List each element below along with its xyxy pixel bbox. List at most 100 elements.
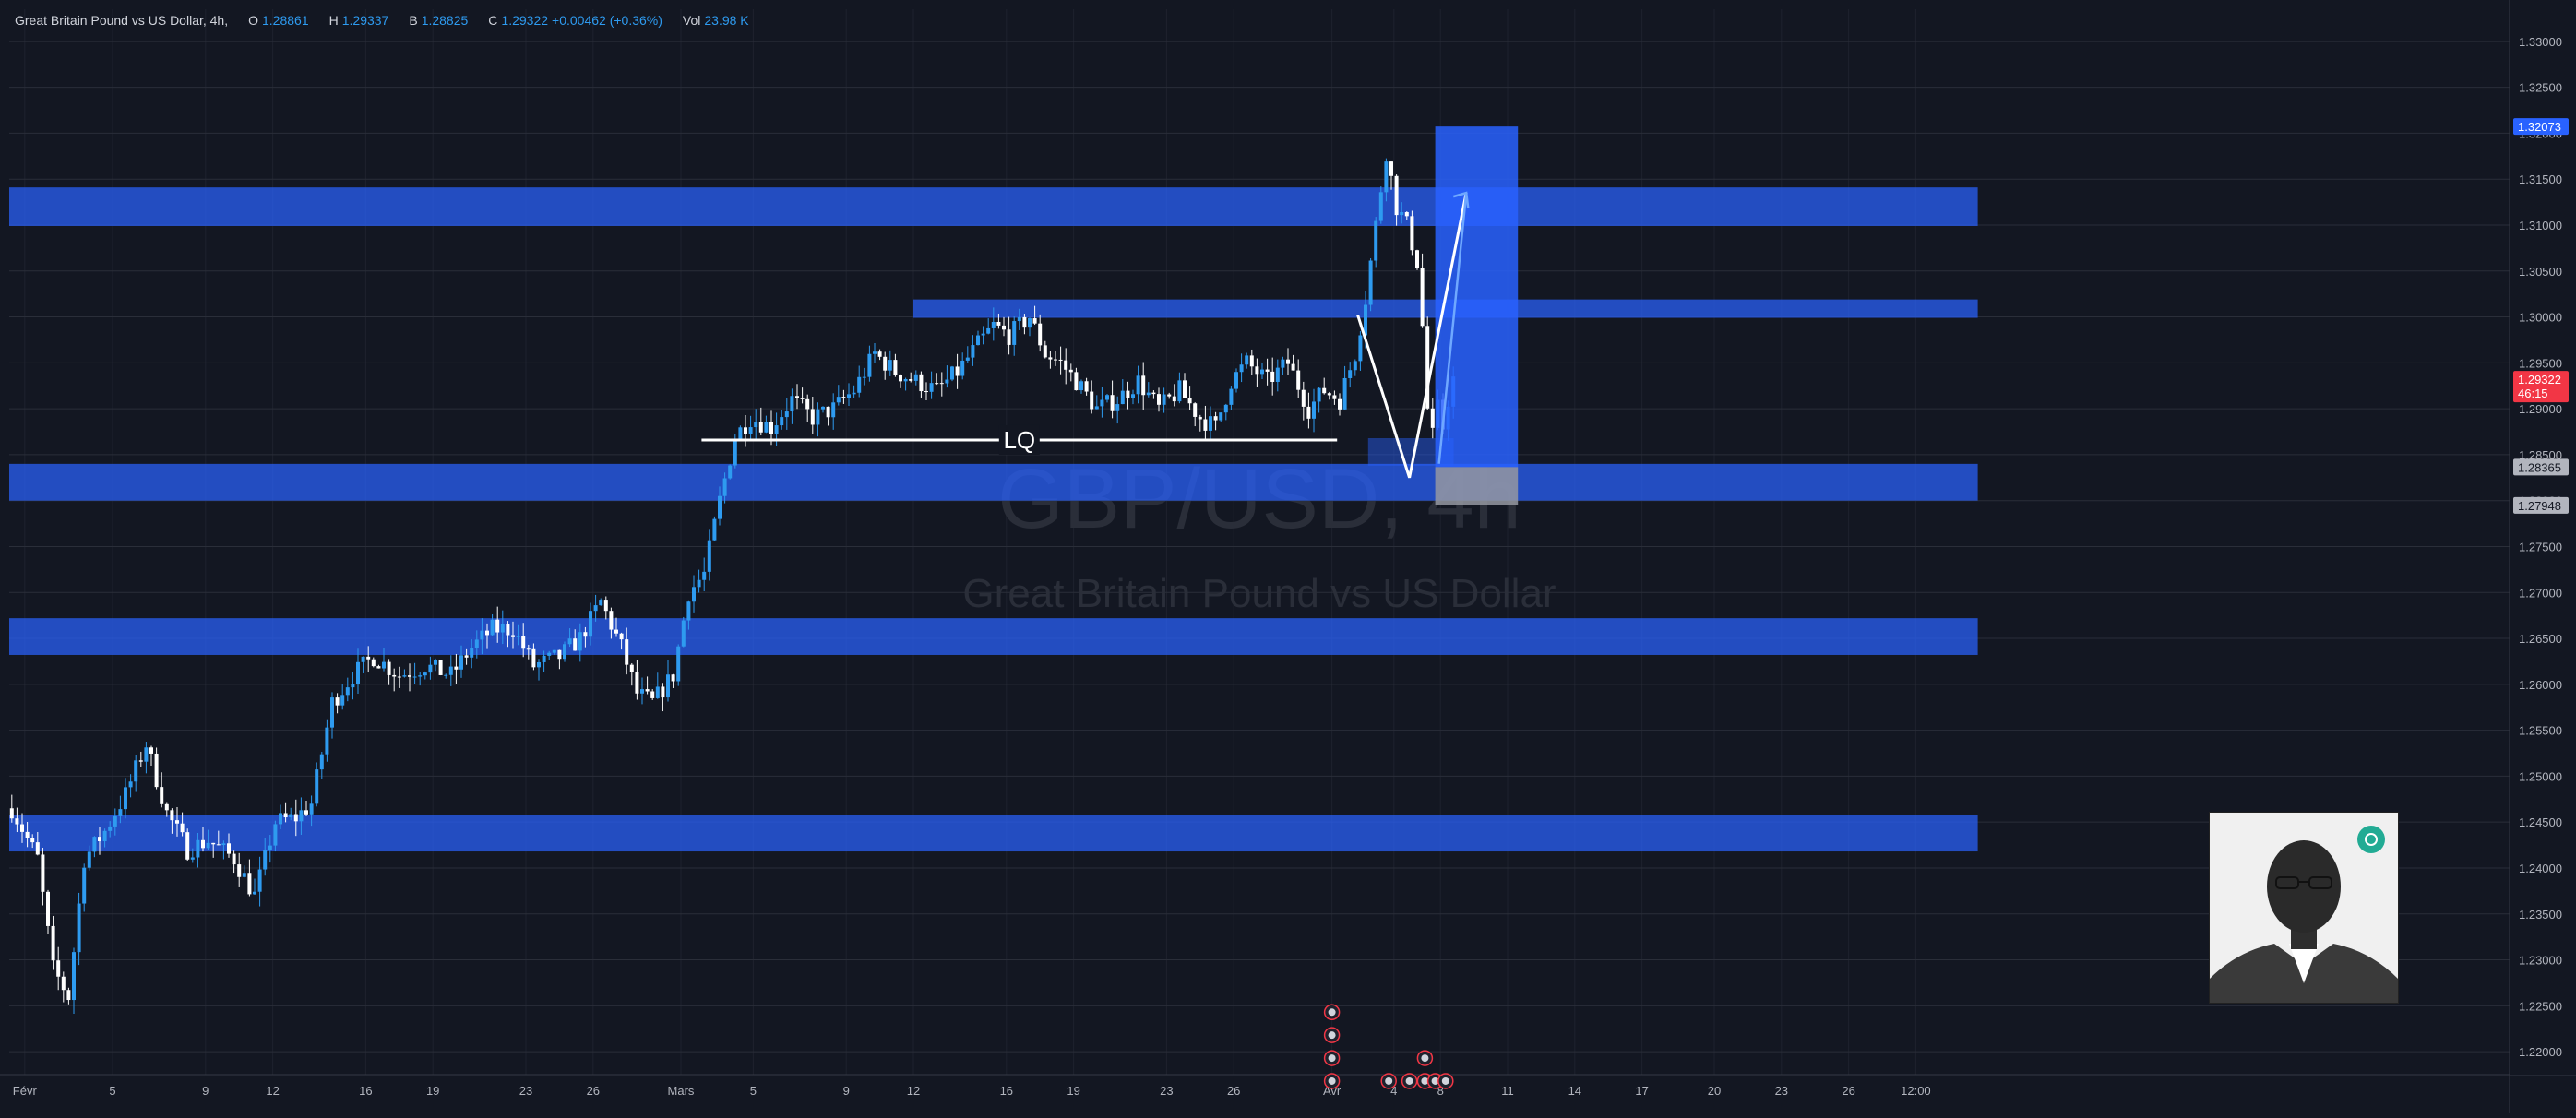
candle-body (1126, 390, 1130, 398)
time-tick-label: 9 (843, 1084, 850, 1098)
time-tick-label: 17 (1635, 1084, 1648, 1098)
candle-body (924, 391, 928, 393)
candle-body (1002, 325, 1006, 330)
candle-body (1245, 355, 1249, 365)
candle-body (356, 661, 360, 684)
candle-body (1420, 268, 1425, 327)
price-tick-label: 1.29000 (2519, 402, 2562, 416)
candle-body (836, 397, 841, 403)
supply-demand-zone (9, 815, 1978, 852)
price-tick-label: 1.32500 (2519, 81, 2562, 95)
candle-body (573, 638, 578, 651)
candle-body (61, 976, 66, 991)
high-value: 1.29337 (341, 13, 389, 28)
candle-body (780, 417, 784, 426)
candle-body (1306, 406, 1311, 419)
candle-body (939, 383, 944, 385)
candle-body (164, 803, 169, 811)
candle-body (919, 374, 924, 392)
close-label: C (488, 13, 498, 28)
position-stop-box (1435, 467, 1519, 505)
supply-demand-zone (9, 187, 1978, 226)
candle-body (1348, 370, 1353, 378)
candle-body (124, 787, 127, 810)
economic-event-dot (1328, 1008, 1336, 1017)
search-icon[interactable] (2357, 826, 2385, 853)
price-tick-label: 1.25500 (2519, 724, 2562, 738)
economic-event-dot (1385, 1076, 1393, 1085)
candle-body (1017, 316, 1021, 322)
candle-body (1151, 392, 1156, 395)
candle-body (1364, 304, 1367, 336)
candle-body (92, 837, 97, 852)
candle-body (1136, 375, 1140, 395)
time-tick-label: 12:00 (1901, 1084, 1931, 1098)
candle-body (108, 826, 113, 831)
candle-body (754, 422, 758, 428)
candle-body (935, 383, 939, 385)
change-value: +0.00462 (+0.36%) (552, 13, 662, 28)
time-tick-label: 23 (1775, 1084, 1788, 1098)
candle-body (800, 398, 805, 399)
candle-body (102, 830, 107, 842)
candle-body (981, 333, 985, 336)
candle-body (712, 518, 717, 541)
candle-body (821, 406, 825, 410)
candle-body (206, 842, 210, 849)
candle-body (1223, 404, 1228, 413)
candle-body (438, 660, 443, 675)
price-tick-label: 1.26500 (2519, 632, 2562, 646)
candle-body (547, 652, 552, 656)
price-tick-label: 1.22500 (2519, 999, 2562, 1013)
candle-body (495, 619, 500, 633)
candle-body (185, 832, 190, 860)
candle-body (309, 803, 314, 815)
candle-body (1064, 360, 1068, 370)
candle-body (950, 366, 954, 380)
candle-body (325, 727, 329, 755)
time-tick-label: Févr (13, 1084, 38, 1098)
price-tag (2513, 118, 2569, 136)
candle-body (345, 687, 350, 696)
candle-body (1110, 395, 1115, 411)
candle-body (1291, 363, 1295, 371)
candle-body (227, 843, 231, 854)
candle-body (614, 629, 618, 634)
candle-body (1131, 394, 1135, 398)
candle-body (1146, 392, 1151, 396)
candle-body (87, 851, 91, 868)
price-tag-label: 1.32073 (2518, 120, 2561, 134)
candle-body (1105, 395, 1109, 400)
candle-body (506, 624, 510, 636)
candle-body (474, 639, 479, 648)
candle-body (738, 427, 743, 440)
candle-body (154, 753, 159, 788)
candle-body (1312, 401, 1316, 419)
candle-body (899, 375, 902, 382)
candle-body (769, 422, 773, 434)
candle-body (351, 684, 355, 688)
economic-event-dot (1431, 1076, 1439, 1085)
candle-body (722, 478, 727, 496)
candle-body (1100, 399, 1104, 407)
candle-body (609, 611, 614, 630)
time-tick-label: 4 (1390, 1084, 1397, 1098)
event-markers (1323, 1004, 1454, 1089)
time-tick-label: 19 (426, 1084, 439, 1098)
candle-body (366, 656, 371, 660)
candle-body (335, 697, 340, 706)
candle-body (330, 697, 334, 728)
price-axis[interactable]: 1.330001.325001.320001.315001.310001.305… (2510, 0, 2576, 1075)
candle-body (883, 356, 888, 371)
candle-body (692, 587, 696, 602)
open-value: 1.28861 (262, 13, 309, 28)
candle-body (666, 674, 670, 698)
candle-body (1022, 316, 1027, 328)
candle-body (1115, 404, 1120, 411)
price-tag (2513, 371, 2569, 403)
candle-body (464, 655, 469, 658)
candle-body (46, 891, 50, 926)
candle-body (593, 605, 598, 612)
